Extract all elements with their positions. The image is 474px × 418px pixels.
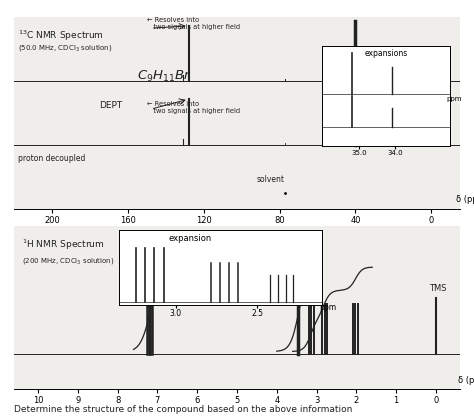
Text: proton decoupled: proton decoupled bbox=[18, 154, 85, 163]
Text: TMS: TMS bbox=[429, 284, 447, 293]
Text: ppm: ppm bbox=[447, 96, 462, 102]
Text: ← Resolves into
   two signals at higher field: ← Resolves into two signals at higher fi… bbox=[147, 17, 240, 30]
Text: expansions: expansions bbox=[365, 49, 408, 58]
Text: $^{13}$C NMR Spectrum: $^{13}$C NMR Spectrum bbox=[18, 28, 104, 43]
Text: ← Resolves into
   two signals at higher field: ← Resolves into two signals at higher fi… bbox=[147, 101, 240, 114]
Text: expansion: expansion bbox=[168, 234, 211, 243]
Text: (50.0 MHz, CDCl$_3$ solution): (50.0 MHz, CDCl$_3$ solution) bbox=[18, 43, 113, 53]
Text: $^{1}$H NMR Spectrum: $^{1}$H NMR Spectrum bbox=[22, 237, 105, 252]
Text: solvent: solvent bbox=[256, 175, 284, 184]
Text: δ (ppm): δ (ppm) bbox=[456, 195, 474, 204]
Text: ppm: ppm bbox=[319, 303, 336, 312]
Text: Determine the structure of the compound based on the above information: Determine the structure of the compound … bbox=[14, 405, 353, 414]
Text: DEPT: DEPT bbox=[100, 102, 123, 110]
Text: δ (ppm): δ (ppm) bbox=[458, 375, 474, 385]
Text: (200 MHz, CDCl$_3$ solution): (200 MHz, CDCl$_3$ solution) bbox=[22, 256, 115, 266]
Text: $C_9H_{11}Br$: $C_9H_{11}Br$ bbox=[137, 69, 192, 84]
